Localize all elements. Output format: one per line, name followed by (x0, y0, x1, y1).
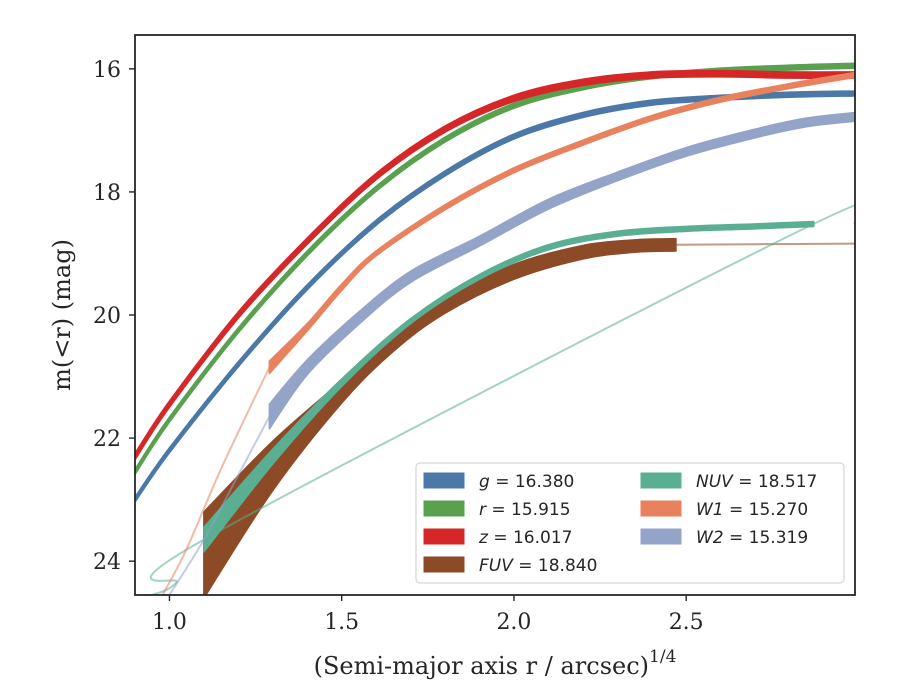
legend-item-w1: W1 = 15.270 (640, 500, 808, 520)
series-g-band (135, 90, 855, 503)
series-g (135, 90, 855, 503)
legend-variable: W1 (696, 500, 724, 520)
legend-swatch (640, 472, 682, 489)
y-tick-label: 20 (93, 304, 121, 329)
series-w1 (161, 71, 855, 595)
legend-label: r = 15.915 (479, 500, 571, 520)
legend-variable: g (479, 472, 490, 492)
legend-swatch (423, 472, 465, 489)
legend-value: = 15.319 (724, 528, 809, 548)
legend-item-nuv: NUV = 18.517 (640, 472, 817, 492)
series-r (135, 62, 855, 476)
x-axis-label-exponent: 1/4 (649, 647, 676, 667)
legend-swatch (640, 500, 682, 517)
series-z (135, 69, 855, 461)
legend-value: = 16.017 (488, 528, 573, 548)
legend-swatch (423, 556, 465, 573)
legend-value: = 18.840 (513, 556, 598, 576)
legend-variable: W2 (696, 528, 724, 548)
series-w1-extrapolation (161, 366, 271, 595)
series-r-band (135, 62, 855, 476)
x-tick-label: 1.0 (152, 610, 187, 635)
legend-label: NUV = 18.517 (696, 472, 817, 492)
x-tick-label: 2.0 (496, 610, 531, 635)
x-axis: 1.0 1.5 2.0 2.5 (152, 595, 704, 635)
legend-variable: r (479, 500, 487, 520)
legend-label: g = 16.380 (479, 472, 574, 492)
legend-value: = 16.380 (490, 472, 575, 492)
y-tick-label: 18 (93, 181, 121, 206)
x-tick-label: 2.5 (669, 610, 704, 635)
series-nuv-band (203, 220, 815, 553)
legend-value: = 18.517 (733, 472, 818, 492)
y-tick-label: 24 (93, 550, 121, 575)
legend-swatch (423, 500, 465, 517)
series-z-band (135, 69, 855, 461)
series-nuv (149, 204, 855, 595)
legend-value: = 15.915 (486, 500, 571, 520)
series-w2-extrapolation (168, 415, 271, 595)
legend-item-fuv: FUV = 18.840 (423, 556, 597, 576)
legend-variable: NUV (696, 472, 734, 492)
y-axis-label: m(<r) (mag) (48, 239, 76, 391)
y-tick-label: 22 (93, 427, 121, 452)
legend-item-w2: W2 = 15.319 (640, 528, 808, 548)
legend-variable: z (478, 528, 489, 548)
legend-box (415, 462, 845, 584)
series-w1-band (268, 71, 855, 375)
legend-item-g: g = 16.380 (423, 472, 574, 492)
legend-value: = 15.270 (724, 500, 809, 520)
x-axis-label: (Semi-major axis r / arcsec)1/4 (314, 647, 677, 680)
legend-swatch (640, 528, 682, 545)
series-fuv-extrapolation (674, 242, 855, 246)
series-nuv-extrapolation (149, 204, 855, 595)
x-tick-label: 1.5 (324, 610, 359, 635)
legend-label: W1 = 15.270 (696, 500, 808, 520)
legend-label: z = 16.017 (478, 528, 572, 548)
legend-label: FUV = 18.840 (479, 556, 597, 576)
series-layer (135, 62, 855, 595)
legend-variable: FUV (479, 556, 514, 576)
y-axis: 16 18 20 22 24 (93, 58, 135, 575)
legend-item-r: r = 15.915 (423, 500, 571, 520)
y-tick-label: 16 (93, 58, 121, 83)
legend-item-z: z = 16.017 (423, 528, 572, 548)
legend-swatch (423, 528, 465, 545)
legend-label: W2 = 15.319 (696, 528, 808, 548)
